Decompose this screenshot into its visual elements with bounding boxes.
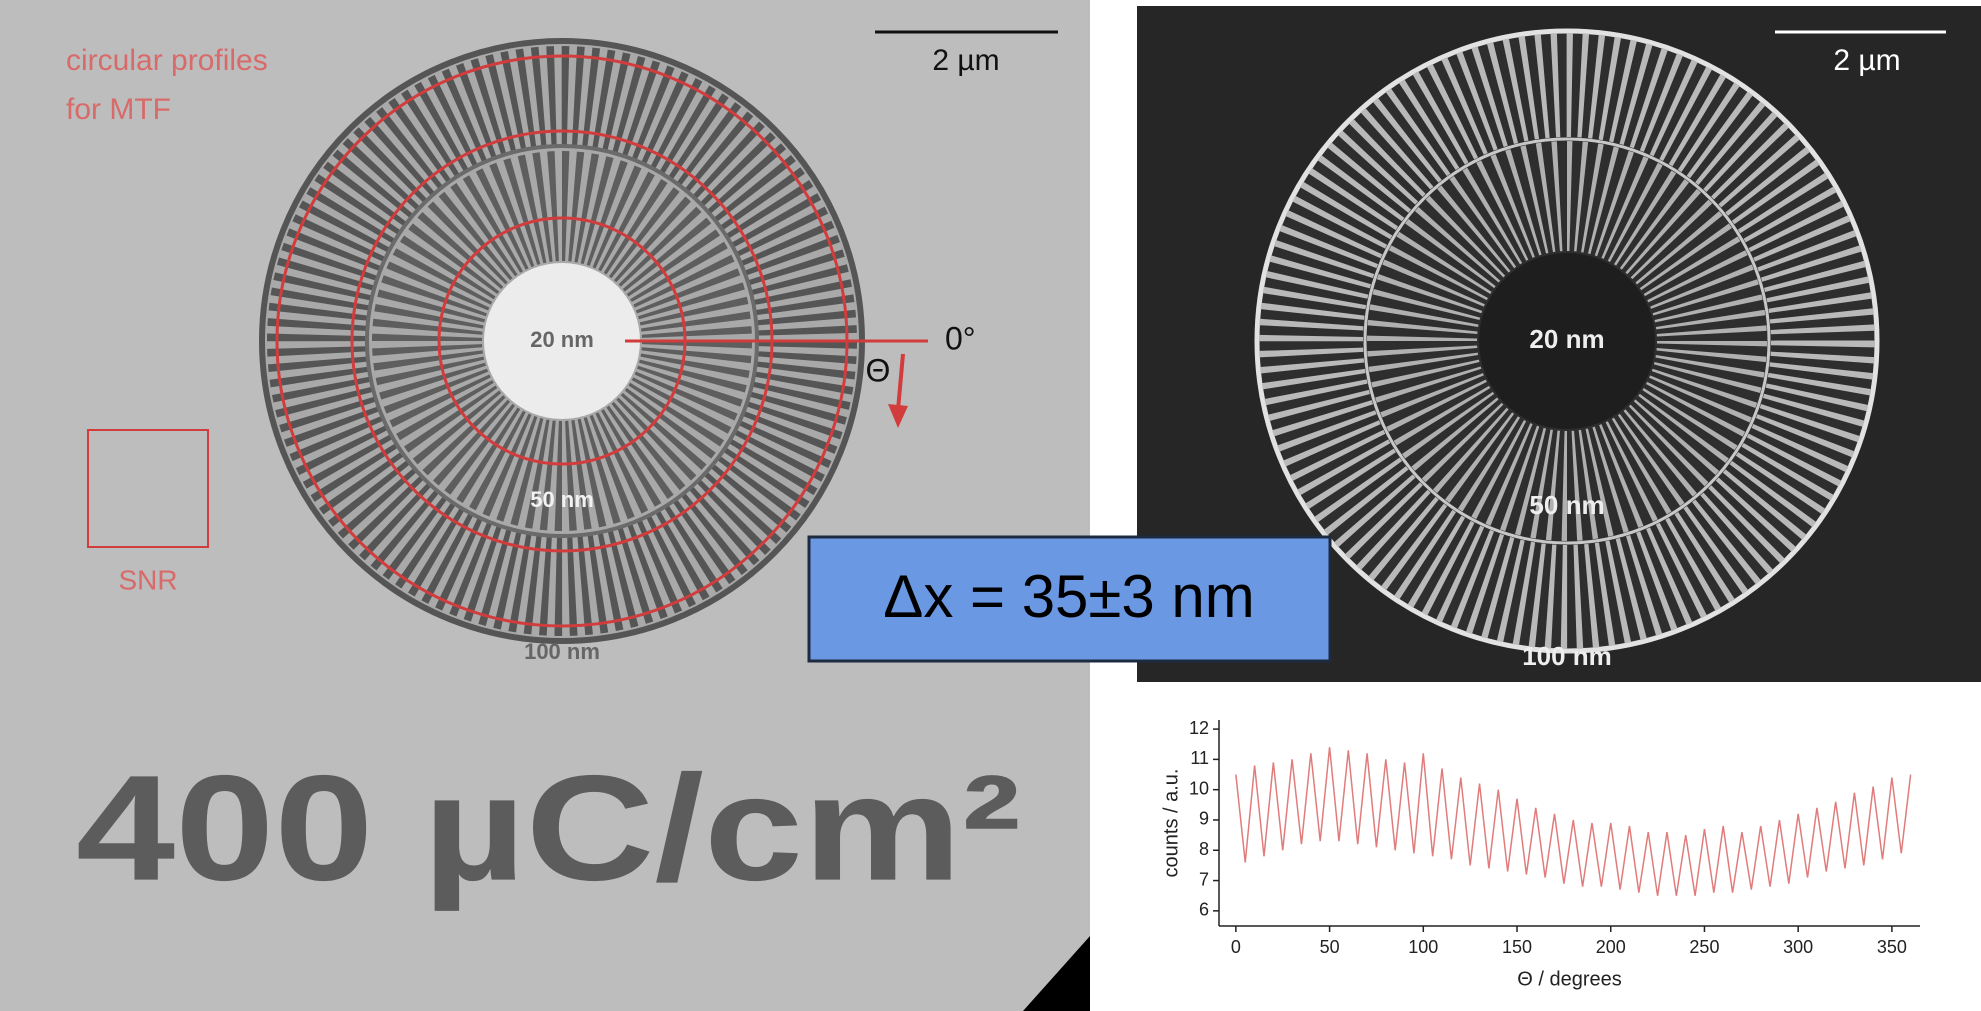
snr-label: SNR bbox=[118, 564, 177, 595]
x-tick-label: 300 bbox=[1783, 937, 1813, 957]
y-tick-label: 12 bbox=[1189, 718, 1209, 738]
dose-label: 400 µC/cm² bbox=[76, 744, 1021, 912]
ring-label: 20 nm bbox=[530, 327, 594, 352]
x-tick-label: 100 bbox=[1408, 937, 1438, 957]
y-tick-label: 6 bbox=[1199, 900, 1209, 920]
profile-label: for MTF bbox=[66, 93, 171, 126]
ring-label: 100 nm bbox=[524, 639, 600, 664]
x-tick-label: 0 bbox=[1231, 937, 1241, 957]
x-tick-label: 250 bbox=[1689, 937, 1719, 957]
scale-bar-label: 2 µm bbox=[932, 44, 999, 77]
mtf-chart: 6 7 8 9 10 11 12 0 50 100 150 200 250 300 350 Θ / degre… bbox=[1160, 718, 1920, 990]
angle-label: 0° bbox=[945, 320, 976, 356]
data-line bbox=[1236, 747, 1911, 895]
result-text: Δx = 35±3 nm bbox=[883, 563, 1255, 630]
y-tick-label: 10 bbox=[1189, 778, 1209, 798]
ring-label: 20 nm bbox=[1529, 324, 1604, 354]
page: { "left_image": { "profile_label": ["cir… bbox=[0, 0, 1981, 1011]
x-tick-label: 200 bbox=[1596, 937, 1626, 957]
ring-label: 50 nm bbox=[1529, 490, 1604, 520]
x-tick-label: 50 bbox=[1320, 937, 1340, 957]
y-tick-label: 7 bbox=[1199, 869, 1209, 889]
ring-label: 50 nm bbox=[530, 487, 594, 512]
angle-symbol: Θ bbox=[866, 352, 891, 388]
y-axis-label: counts / a.u. bbox=[1160, 769, 1182, 878]
x-axis-label: Θ / degrees bbox=[1517, 968, 1622, 990]
x-tick-label: 350 bbox=[1877, 937, 1907, 957]
x-tick-label: 150 bbox=[1502, 937, 1532, 957]
scale-bar-label: 2 µm bbox=[1833, 44, 1900, 77]
ring-label: 100 nm bbox=[1522, 641, 1612, 671]
y-tick-label: 11 bbox=[1190, 748, 1209, 768]
profile-label: circular profiles bbox=[66, 44, 268, 77]
y-tick-label: 9 bbox=[1199, 809, 1209, 829]
y-tick-label: 8 bbox=[1199, 839, 1209, 859]
figure: 2 µm circular profiles for MTF 20 nm 50 … bbox=[0, 0, 1981, 1011]
